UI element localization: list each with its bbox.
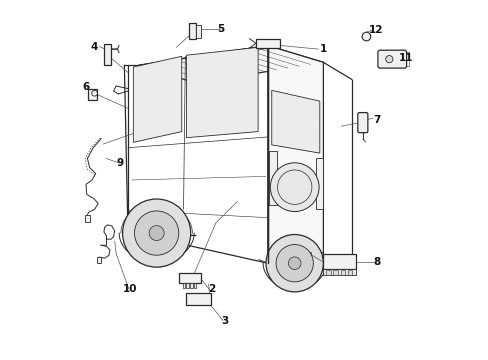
Text: 12: 12	[368, 25, 383, 35]
Bar	[196, 25, 201, 38]
Bar	[193, 283, 196, 288]
Text: 8: 8	[373, 257, 380, 267]
Bar	[280, 252, 310, 262]
Polygon shape	[271, 90, 319, 153]
Bar	[183, 283, 185, 288]
Bar	[190, 283, 192, 288]
FancyBboxPatch shape	[377, 50, 406, 68]
Circle shape	[122, 199, 190, 267]
Bar	[186, 293, 210, 305]
Polygon shape	[316, 158, 323, 209]
Text: 4: 4	[91, 42, 98, 52]
Circle shape	[362, 32, 370, 41]
Bar	[188, 23, 196, 40]
Bar	[322, 269, 355, 275]
Bar	[186, 283, 188, 288]
Text: 9: 9	[116, 158, 123, 168]
Polygon shape	[186, 47, 258, 138]
Bar	[325, 270, 330, 275]
Bar	[347, 270, 351, 275]
Text: 10: 10	[123, 284, 138, 294]
Bar	[340, 270, 344, 275]
Circle shape	[276, 244, 313, 282]
Text: 11: 11	[398, 53, 412, 63]
Text: 3: 3	[221, 316, 228, 325]
Bar	[179, 273, 201, 283]
Bar	[255, 39, 280, 48]
Bar	[84, 215, 89, 222]
Text: 6: 6	[82, 82, 89, 93]
Polygon shape	[268, 151, 276, 205]
Text: 2: 2	[207, 284, 215, 294]
Bar	[104, 44, 111, 65]
Polygon shape	[133, 56, 182, 142]
Bar	[97, 257, 101, 263]
Circle shape	[149, 226, 164, 240]
Polygon shape	[139, 45, 323, 83]
Circle shape	[385, 55, 392, 63]
Text: 7: 7	[373, 115, 380, 125]
Text: 1: 1	[319, 44, 326, 54]
Circle shape	[270, 163, 319, 212]
Circle shape	[134, 211, 179, 255]
Circle shape	[265, 234, 323, 292]
Bar	[322, 254, 355, 269]
Bar	[333, 270, 337, 275]
Bar	[88, 89, 97, 100]
Text: 5: 5	[217, 24, 224, 35]
FancyBboxPatch shape	[357, 113, 367, 133]
Circle shape	[288, 257, 301, 270]
Polygon shape	[267, 45, 323, 263]
